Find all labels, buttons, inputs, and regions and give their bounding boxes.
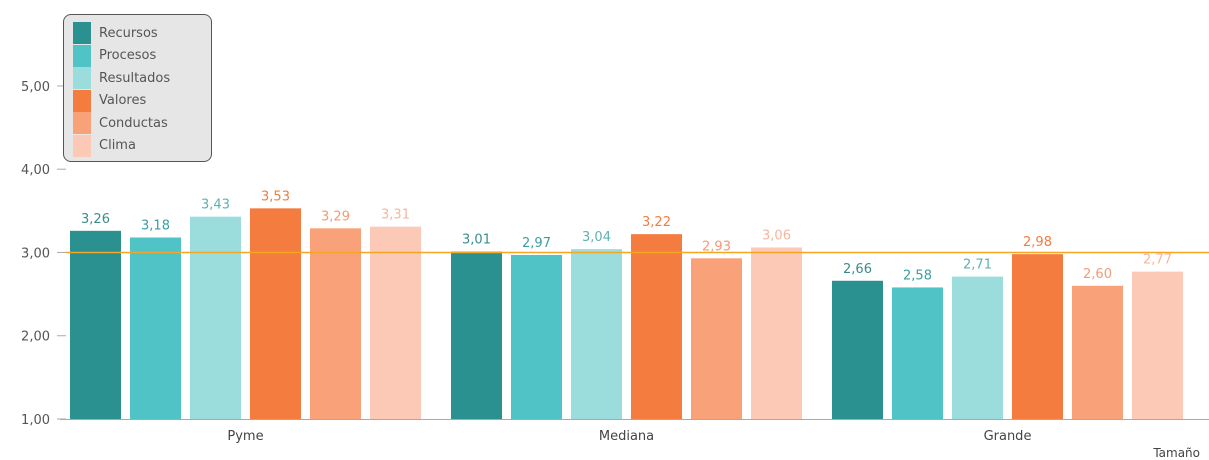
data-label: 3,43 [201,198,230,213]
legend-label: Resultados [99,70,171,86]
legend-item: Conductas [73,112,211,135]
bar [190,216,241,419]
bar [751,247,802,419]
legend-label: Recursos [99,25,158,41]
legend-swatch [73,22,91,45]
data-label: 3,01 [462,233,491,248]
legend-label: Conductas [99,115,168,131]
data-label: 2,93 [702,239,731,254]
legend-swatch [73,67,91,90]
y-tick-label: 5,00 [21,80,50,95]
data-label: 3,31 [381,208,410,223]
x-axis-categories: Pyme Mediana Grande [227,429,1031,444]
bar [370,226,421,419]
legend-item: Procesos [73,44,211,68]
bar [310,228,361,419]
legend-swatch [73,89,91,112]
bar [1132,271,1183,419]
y-tick-label: 2,00 [21,330,50,345]
data-label: 2,98 [1023,235,1052,250]
legend-label: Procesos [99,48,157,64]
data-label: 2,66 [843,262,872,277]
data-label: 3,22 [642,215,671,230]
legend-item: Valores [73,89,211,113]
data-label: 2,71 [963,258,992,273]
legend-item: Recursos [73,22,211,45]
y-tick-label: 3,00 [21,246,50,261]
bar [892,287,943,419]
bar [451,251,502,419]
bar [571,249,622,419]
bar [250,208,301,419]
legend-swatch [73,134,91,157]
bar [691,258,742,419]
data-label: 3,04 [582,230,611,245]
y-tick-label: 4,00 [21,163,50,178]
y-tick-label: 1,00 [21,413,50,428]
data-label: 2,77 [1143,253,1172,268]
legend-label: Valores [99,93,147,109]
legend-item: Resultados [73,67,211,90]
y-axis-ticks: 1,00 2,00 3,00 4,00 5,00 [21,80,66,428]
bar [511,254,562,419]
bar [1072,285,1123,419]
data-label: 2,60 [1083,267,1112,282]
x-category-label: Pyme [227,429,263,444]
data-label: 2,97 [522,236,551,251]
legend-label: Clima [99,138,136,154]
x-category-label: Grande [984,429,1032,444]
x-axis-title: Tamaño [1152,446,1200,460]
bar [952,276,1003,419]
data-label: 3,26 [81,212,110,227]
data-label: 3,29 [321,209,350,224]
legend-item: Clima [73,134,211,158]
chart-legend: Recursos Procesos Resultados Valores Conduct… [63,14,212,162]
bar [631,234,682,419]
data-label: 3,06 [762,228,791,243]
data-labels-group: 3,26 3,18 3,43 3,53 3,29 3,31 3,01 2,97 3,04 3,22… [81,189,1172,283]
bars-group [70,208,1183,419]
data-label: 3,53 [261,189,290,204]
bar [832,280,883,419]
legend-swatch [73,112,91,135]
bar [1012,254,1063,419]
bar [130,237,181,419]
bar [70,230,121,419]
data-label: 2,58 [903,268,932,283]
x-category-label: Mediana [599,429,654,444]
data-label: 3,18 [141,218,170,233]
legend-swatch [73,44,91,67]
